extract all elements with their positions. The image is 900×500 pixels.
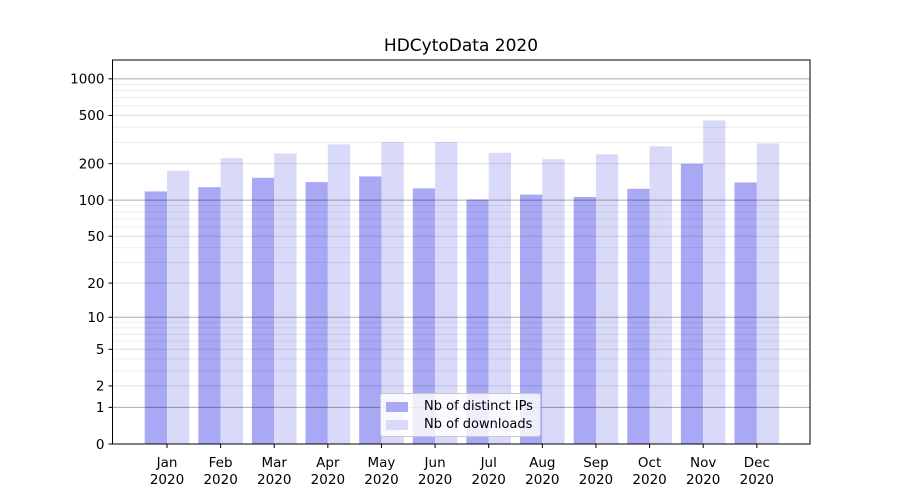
bar-distinct-ips	[412, 188, 436, 444]
bar-downloads	[756, 143, 780, 444]
x-tick-label-year: 2020	[686, 472, 720, 488]
y-tick-label: 20	[87, 276, 104, 292]
chart-title: HDCytoData 2020	[383, 36, 539, 56]
bar-downloads	[435, 142, 458, 445]
bar-downloads	[595, 154, 619, 444]
x-tick-label-year: 2020	[150, 472, 184, 488]
legend-swatch-downloads	[386, 419, 408, 430]
bar-downloads	[167, 170, 190, 444]
y-tick-label: 0	[96, 437, 105, 453]
y-tick-label: 500	[79, 108, 105, 124]
x-tick-label-month: Oct	[638, 455, 661, 471]
bar-downloads	[488, 152, 512, 444]
x-tick-label-month: Nov	[690, 455, 716, 471]
legend: Nb of distinct IPs Nb of downloads	[380, 393, 541, 437]
x-tick-label-year: 2020	[257, 472, 291, 488]
x-tick-label-month: Jun	[424, 455, 446, 471]
legend-label-downloads: Nb of downloads	[424, 417, 533, 432]
bar-downloads	[649, 146, 672, 444]
y-tick-label: 100	[79, 193, 105, 209]
y-tick-label: 1000	[70, 72, 104, 88]
bar-distinct-ips	[305, 182, 328, 444]
bar-distinct-ips	[734, 182, 757, 444]
bar-distinct-ips	[573, 197, 596, 444]
bar-downloads	[220, 158, 243, 444]
y-tick-label: 10	[87, 310, 104, 326]
y-tick-label: 5	[96, 342, 105, 358]
x-tick-label-year: 2020	[740, 472, 774, 488]
bar-distinct-ips	[359, 176, 382, 444]
bar-distinct-ips	[144, 191, 167, 444]
bar-distinct-ips	[627, 188, 650, 444]
legend-label-distinct-ips: Nb of distinct IPs	[424, 399, 533, 414]
bar-distinct-ips	[198, 187, 221, 444]
plot-border	[112, 59, 811, 445]
x-tick-label-year: 2020	[472, 472, 506, 488]
bar-distinct-ips	[251, 177, 275, 444]
x-tick-label-month: May	[368, 455, 396, 471]
x-tick-label-year: 2020	[203, 472, 237, 488]
legend-swatch-distinct-ips	[386, 401, 408, 412]
bar-distinct-ips	[466, 199, 489, 444]
legend-item-distinct-ips: Nb of distinct IPs	[386, 398, 534, 415]
x-tick-label-month: Jan	[156, 455, 178, 471]
bar-distinct-ips	[680, 163, 704, 444]
x-tick-label-month: Sep	[583, 455, 608, 471]
x-tick-label-year: 2020	[311, 472, 345, 488]
legend-item-downloads: Nb of downloads	[386, 416, 534, 433]
bar-downloads	[274, 153, 297, 444]
bar-downloads	[381, 142, 404, 445]
y-tick-label: 1	[96, 400, 105, 416]
y-tick-label: 50	[87, 229, 104, 245]
bar-downloads	[703, 120, 726, 444]
x-tick-label-year: 2020	[525, 472, 559, 488]
x-tick-label-month: Feb	[209, 455, 233, 471]
bar-downloads	[542, 159, 565, 444]
x-tick-label-year: 2020	[364, 472, 398, 488]
y-tick-label: 2	[96, 379, 105, 395]
x-tick-label-year: 2020	[632, 472, 666, 488]
x-tick-label-month: Mar	[261, 455, 287, 471]
x-tick-label-month: Jul	[480, 455, 497, 471]
x-tick-label-month: Aug	[529, 455, 555, 471]
x-tick-label-month: Dec	[744, 455, 770, 471]
bar-distinct-ips	[520, 194, 543, 444]
x-tick-label-year: 2020	[579, 472, 613, 488]
x-tick-label-month: Apr	[316, 455, 340, 471]
x-tick-label-year: 2020	[418, 472, 452, 488]
bar-downloads	[327, 144, 351, 444]
y-tick-label: 200	[79, 157, 105, 173]
